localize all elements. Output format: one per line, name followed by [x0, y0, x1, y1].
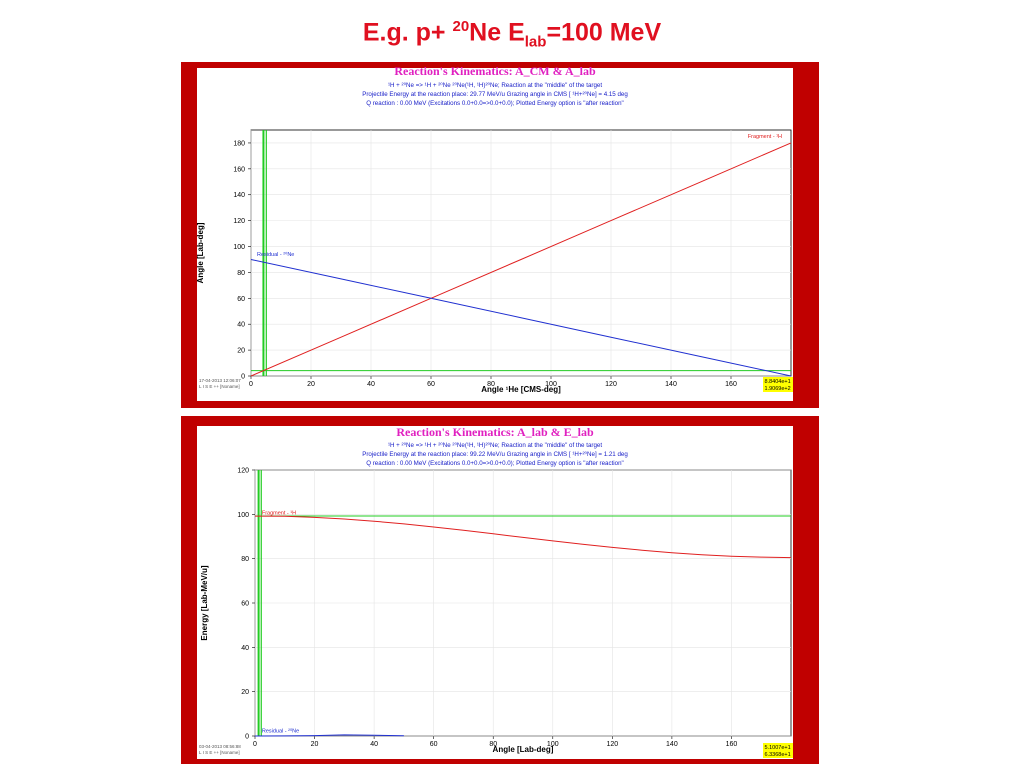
- x-axis-label: Angle [Lab-deg]: [493, 745, 554, 754]
- timestamp-stamp: 17-04-2013 12:06:07: [199, 378, 241, 383]
- x-tick-label: 120: [605, 381, 617, 388]
- x-tick-label: 40: [370, 741, 378, 748]
- chart-header-line: Projectile Energy at the reaction place:…: [362, 91, 628, 98]
- x-tick-label: 160: [726, 741, 738, 748]
- slide-title-suffix: =100 MeV: [546, 18, 662, 47]
- timestamp-stamp: L I S E ++ [Noname]: [199, 750, 240, 755]
- slide-title-ne: Ne E: [469, 18, 525, 47]
- residual-series-label: Residual - ²⁰Ne: [257, 251, 294, 258]
- corner-value: 8.8404e+1: [765, 379, 791, 385]
- y-tick-label: 140: [233, 192, 245, 199]
- corner-value: 5.1007e+1: [765, 745, 791, 751]
- residual-series-line: [254, 734, 404, 737]
- fragment-series-label: Fragment - ¹H: [262, 510, 296, 516]
- chart-header-line: Q reaction : 0.00 MeV (Excitations 0.0+0…: [366, 460, 624, 467]
- slide-title: E.g. p+ 20Ne Elab=100 MeV: [0, 18, 1024, 50]
- corner-value-box: [763, 377, 793, 392]
- y-tick-label: 40: [237, 322, 245, 329]
- fragment-series-line: [250, 142, 792, 377]
- chart-header-line: ¹H + ²⁰Ne => ¹H + ²⁰Ne ²⁰Ne(¹H, ¹H)²⁰Ne;…: [388, 82, 602, 89]
- y-tick-label: 160: [233, 166, 245, 173]
- y-tick-label: 100: [233, 244, 245, 251]
- y-tick-label: 20: [237, 348, 245, 355]
- fragment-series-label: Fragment - ¹H: [748, 134, 782, 140]
- y-tick-label: 80: [237, 270, 245, 277]
- kinematics-chart-panel-2: Reaction's Kinematics: A_lab & E_lab ¹H +…: [181, 416, 819, 764]
- chart-svg: Reaction's Kinematics: A_lab & E_lab ¹H +…: [197, 425, 793, 759]
- y-tick-label: 120: [233, 218, 245, 225]
- y-tick-label: 60: [241, 601, 249, 608]
- y-tick-label: 60: [237, 296, 245, 303]
- y-axis-label: Energy [Lab-MeV/u]: [200, 565, 209, 640]
- x-tick-label: 140: [666, 741, 678, 748]
- slide-title-prefix: E.g. p+: [362, 18, 453, 47]
- fragment-series-line: [254, 515, 792, 559]
- corner-value: 6.3368e+1: [765, 752, 791, 758]
- x-tick-label: 80: [487, 381, 495, 388]
- x-tick-label: 20: [311, 741, 319, 748]
- x-tick-label: 0: [253, 741, 257, 748]
- y-tick-label: 0: [241, 374, 245, 381]
- residual-series-label: Residual - ²⁰Ne: [262, 728, 299, 735]
- residual-series-line: [250, 259, 792, 377]
- slide-title-sup: 20: [452, 18, 470, 35]
- chart-header-line: Q reaction : 0.00 MeV (Excitations 0.0+0…: [366, 100, 624, 107]
- x-tick-label: 140: [665, 381, 677, 388]
- plot-area: [250, 129, 792, 377]
- x-axis-label: Angle ¹He [CMS-deg]: [481, 385, 561, 394]
- y-tick-label: 20: [241, 689, 249, 696]
- x-tick-label: 40: [367, 381, 375, 388]
- slide-title-sub: lab: [524, 33, 547, 51]
- kinematics-chart-panel-1: Reaction's Kinematics: A_CM & A_lab ¹H + …: [181, 62, 819, 408]
- y-tick-label: 0: [245, 734, 249, 741]
- y-tick-label: 120: [237, 468, 249, 475]
- x-tick-label: 60: [430, 741, 438, 748]
- chart-title: Reaction's Kinematics: A_CM & A_lab: [394, 64, 596, 78]
- timestamp-stamp: L I S E ++ [Noname]: [199, 384, 240, 389]
- y-axis-label: Angle [Lab-deg]: [196, 222, 205, 283]
- x-tick-label: 100: [547, 741, 559, 748]
- timestamp-stamp: 03-04-2013 08:56:88: [199, 744, 241, 749]
- x-tick-label: 0: [249, 381, 253, 388]
- chart-svg: Reaction's Kinematics: A_CM & A_lab ¹H + …: [196, 64, 793, 401]
- corner-value: 1.9069e+2: [765, 386, 791, 392]
- x-tick-label: 100: [545, 381, 557, 388]
- x-tick-label: 20: [307, 381, 315, 388]
- chart-header-line: Projectile Energy at the reaction place:…: [362, 451, 628, 458]
- corner-value-box: [763, 743, 793, 758]
- y-tick-label: 80: [241, 556, 249, 563]
- y-tick-label: 180: [233, 140, 245, 147]
- x-tick-label: 120: [606, 741, 618, 748]
- x-tick-label: 60: [427, 381, 435, 388]
- y-tick-label: 100: [237, 512, 249, 519]
- x-tick-label: 160: [725, 381, 737, 388]
- x-tick-label: 80: [489, 741, 497, 748]
- y-tick-label: 40: [241, 645, 249, 652]
- chart-header-line: ¹H + ²⁰Ne => ¹H + ²⁰Ne ²⁰Ne(¹H, ¹H)²⁰Ne;…: [388, 442, 602, 449]
- chart-title: Reaction's Kinematics: A_lab & E_lab: [396, 425, 594, 439]
